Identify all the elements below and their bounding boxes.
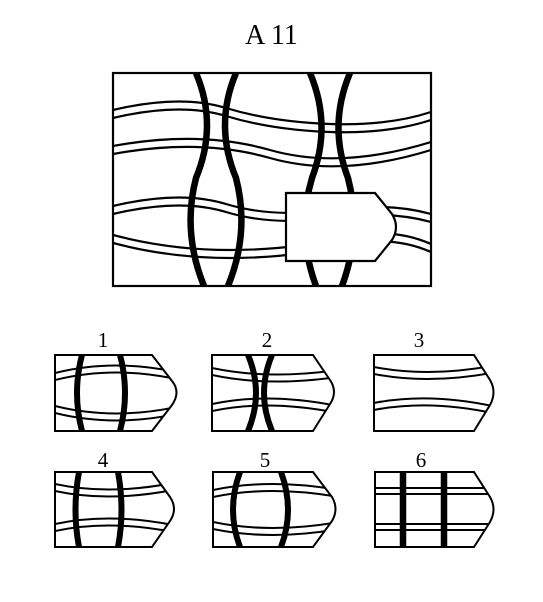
option-2-label: 2 — [261, 328, 273, 352]
option-3-label: 3 — [413, 328, 425, 352]
option-6-figure[interactable] — [374, 471, 497, 548]
option-3-figure[interactable] — [373, 354, 497, 432]
option-6-label: 6 — [415, 448, 427, 472]
option-5-label: 5 — [259, 448, 271, 472]
main-frame — [111, 71, 433, 288]
option-1-label: 1 — [97, 328, 109, 352]
option-4-label: 4 — [97, 448, 109, 472]
missing-piece — [284, 191, 398, 263]
option-2-figure[interactable] — [211, 354, 338, 432]
main-pattern — [113, 73, 431, 286]
puzzle-title: A 11 — [245, 20, 298, 51]
option-5-figure[interactable] — [212, 471, 339, 548]
option-1-figure[interactable] — [54, 354, 181, 432]
option-4-figure[interactable] — [54, 471, 178, 548]
